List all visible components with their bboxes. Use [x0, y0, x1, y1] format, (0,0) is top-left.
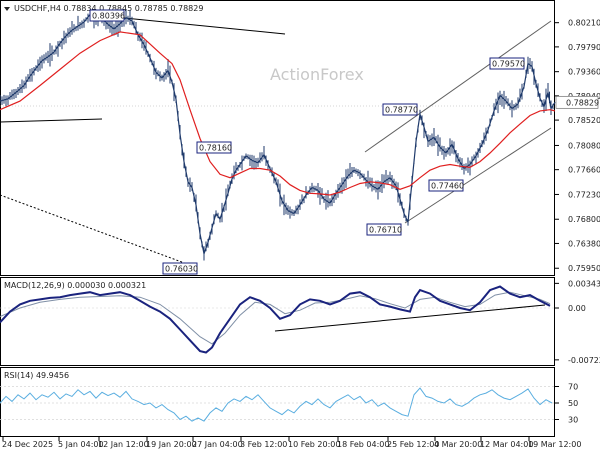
- price-annotation-box: [162, 262, 198, 275]
- x-tick-label: 25 Feb 12:00: [387, 440, 439, 449]
- macd-tick-label: 0.00: [568, 304, 586, 313]
- price-annotation-box: [89, 9, 125, 22]
- macd-y-axis: 0.003432 0.00 -0.007223: [555, 279, 600, 365]
- price-tick-label: 0.77660: [568, 166, 600, 175]
- x-tick-label: 19 Jan 20:00: [146, 440, 197, 449]
- price-tick-label: 0.76380: [568, 239, 600, 248]
- macd-series: [0, 285, 551, 354]
- macd-trend-line: [274, 304, 546, 332]
- price-annotations: 0.80396 0.78160 0.76030 0.78770 0.79570 0.774…: [89, 9, 525, 275]
- x-tick-label: 12 Jan 12:00: [98, 440, 149, 449]
- x-tick-label: 12 Mar 04:00: [480, 440, 533, 449]
- price-annotation-label: 0.80396: [92, 12, 125, 21]
- rsi-gridlines: [0, 386, 555, 420]
- chevron-down-icon[interactable]: [4, 7, 10, 11]
- price-tick-label: 0.78080: [568, 141, 600, 150]
- price-close-line: [0, 13, 556, 257]
- x-tick-label: 10 Feb 20:00: [288, 440, 340, 449]
- rsi-tick-label: 70: [568, 383, 578, 392]
- price-annotation-label: 0.78770: [385, 106, 418, 115]
- rsi-line: [0, 387, 553, 422]
- rsi-title: RSI(14) 49.9456: [4, 371, 69, 380]
- symbol-header: USDCHF,H4 0.78834 0.78845 0.78785 0.7882…: [14, 4, 203, 13]
- price-series: [0, 9, 556, 261]
- horizontal-support-line: [0, 118, 103, 123]
- x-tick-label: 24 Dec 2025: [2, 440, 53, 449]
- price-tick-label: 0.76800: [568, 215, 600, 224]
- rsi-series: [0, 387, 553, 422]
- trend-lines: [0, 14, 555, 269]
- watermark: ActionForex: [270, 65, 364, 84]
- price-tick-label: 0.79790: [568, 43, 600, 52]
- x-tick-label: 4 Mar 20:00: [434, 440, 482, 449]
- macd-title: MACD(12,26,9) 0.000030 0.000321: [4, 281, 146, 290]
- macd-signal-line: [0, 291, 551, 345]
- price-annotation-label: 0.76030: [165, 265, 198, 274]
- x-tick-label: 3 Feb 12:00: [240, 440, 287, 449]
- price-annotation-label: 0.79570: [492, 60, 525, 69]
- macd-panel-frame: [0, 277, 555, 366]
- price-annotation-box: [489, 57, 525, 70]
- moving-average-series: [0, 31, 556, 196]
- x-tick-label: 5 Jan 04:00: [58, 440, 104, 449]
- channel-upper-line: [364, 20, 552, 153]
- rsi-panel-frame: [0, 367, 555, 437]
- rsi-tick-label: 30: [568, 416, 578, 425]
- price-tick-label: 0.77230: [568, 190, 600, 199]
- price-annotation-box: [196, 141, 232, 154]
- macd-tick-label: 0.003432: [568, 279, 600, 288]
- price-tick-label: 0.78520: [568, 116, 600, 125]
- rsi-tick-label: 50: [568, 399, 578, 408]
- price-annotation-box: [382, 103, 418, 116]
- price-annotation-box: [366, 223, 402, 236]
- price-annotation-label: 0.78160: [199, 144, 232, 153]
- current-price-tag: [555, 95, 599, 109]
- price-tick-label: 0.80210: [568, 19, 600, 28]
- current-price-label: 0.78829: [566, 98, 599, 107]
- price-annotation-label: 0.77460: [431, 182, 464, 191]
- dashed-trend-line: [0, 194, 199, 269]
- price-tick-label: 0.79360: [568, 68, 600, 77]
- channel-lower-line: [404, 127, 552, 224]
- price-annotation-box: [428, 179, 464, 192]
- price-panel-frame: [0, 0, 555, 276]
- x-tick-label: 27 Jan 04:00: [192, 440, 243, 449]
- moving-average-line: [0, 31, 556, 196]
- x-tick-label: 18 Feb 04:00: [337, 440, 389, 449]
- price-tick-label: 0.75950: [568, 264, 600, 273]
- rsi-y-axis: 70 50 30: [555, 383, 578, 425]
- macd-line: [0, 285, 551, 354]
- price-annotation-label: 0.76710: [369, 226, 402, 235]
- macd-tick-label: -0.007223: [568, 356, 600, 365]
- x-tick-label: 19 Mar 12:00: [528, 440, 581, 449]
- price-y-axis: 0.802100.797900.793600.789400.785200.780…: [555, 19, 600, 273]
